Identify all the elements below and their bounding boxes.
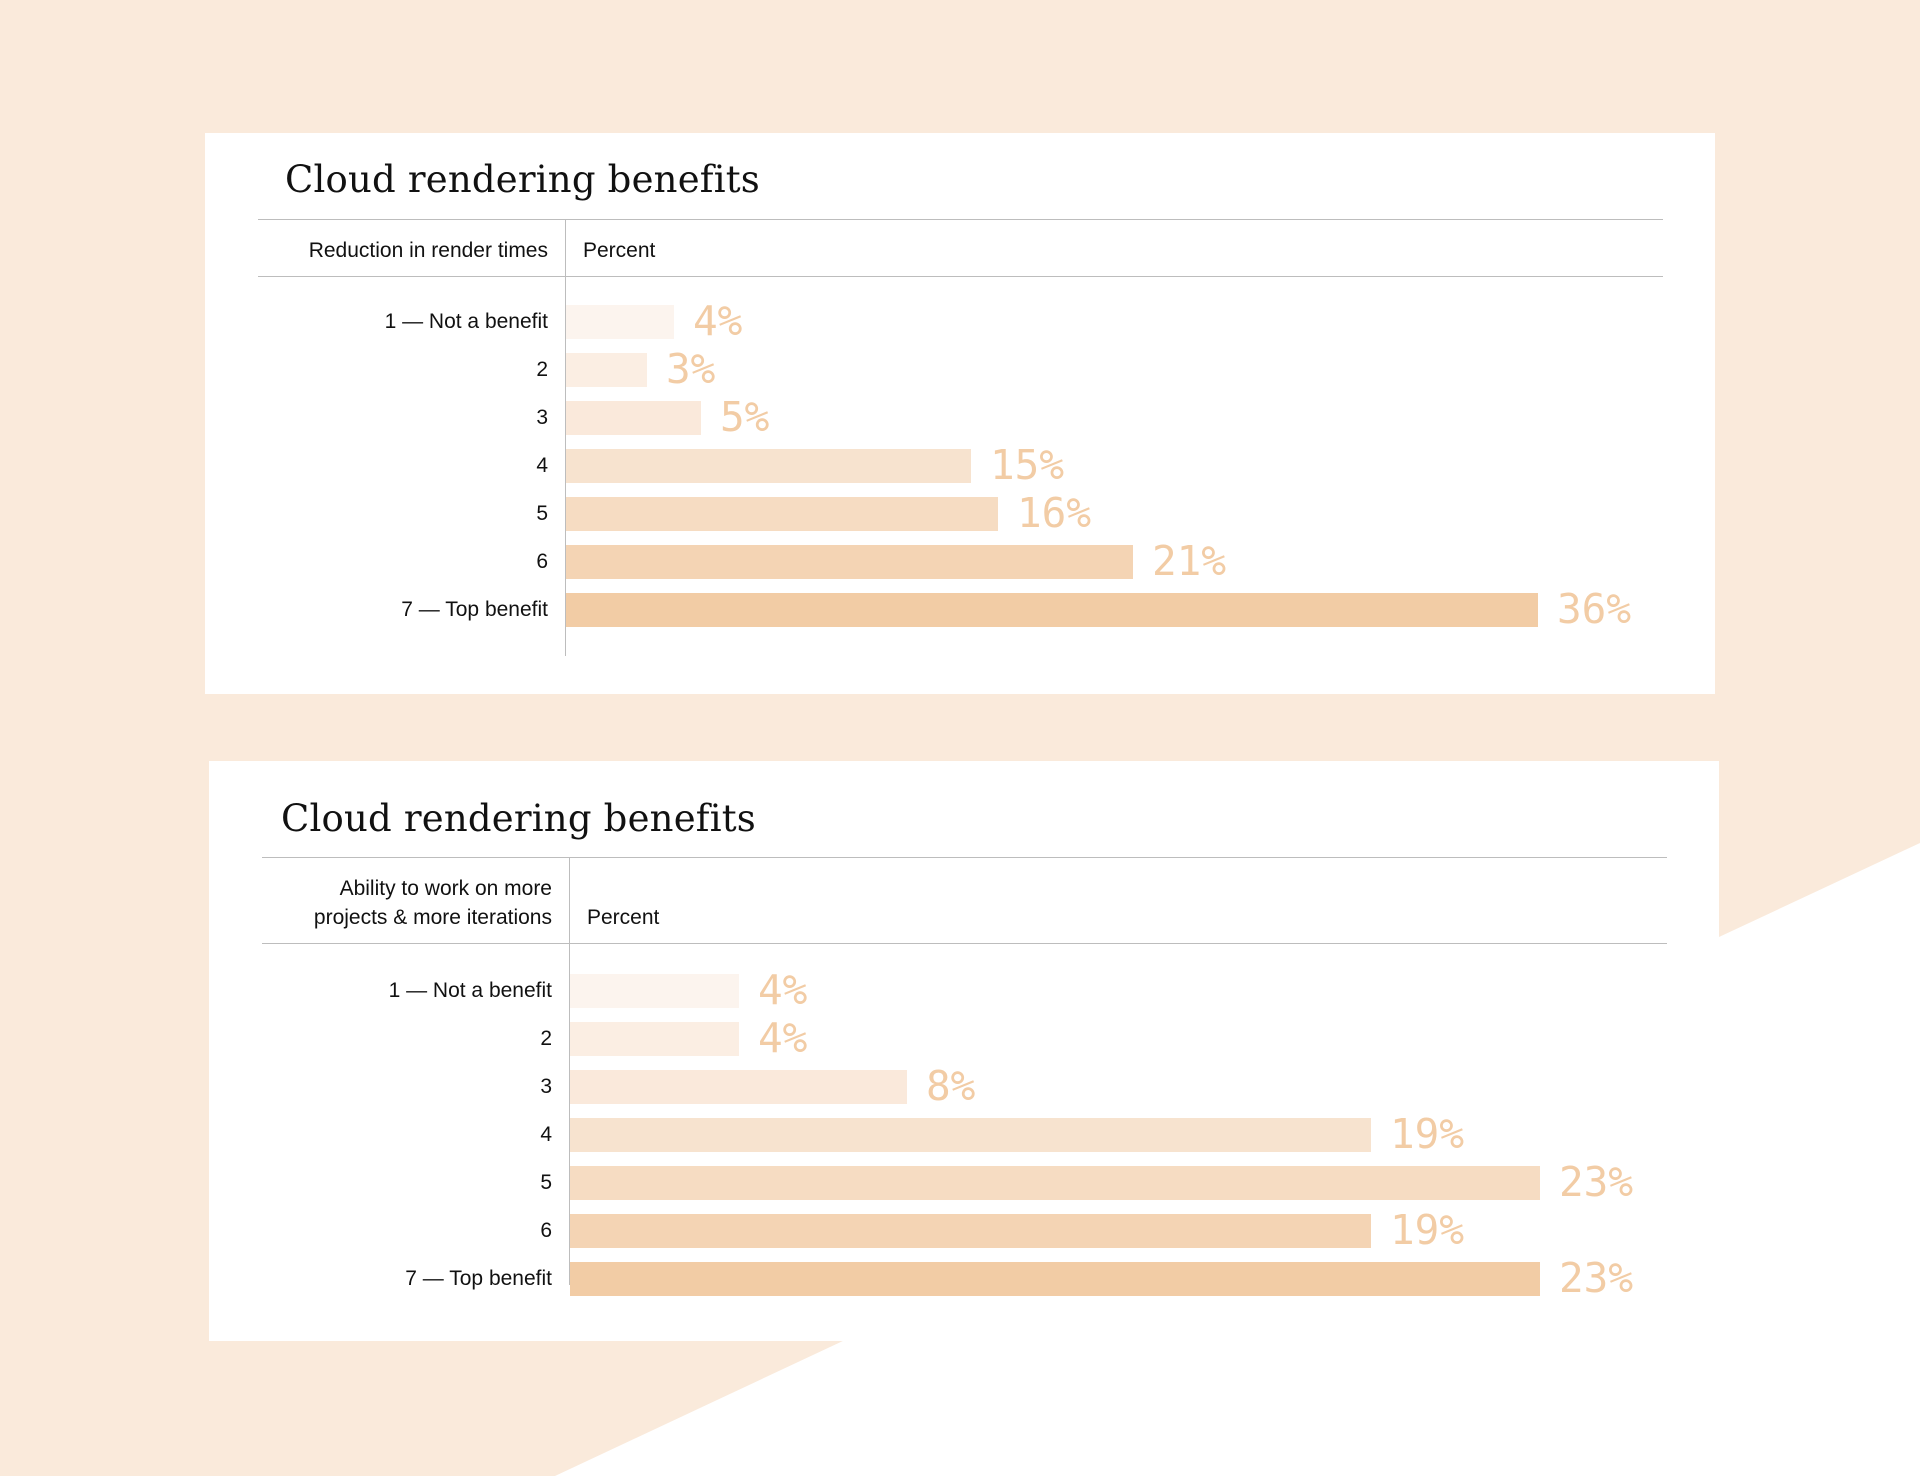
- value-label: 3%: [666, 345, 716, 393]
- value-label: 15%: [990, 441, 1065, 489]
- value-label: 19%: [1390, 1206, 1465, 1254]
- value-label: 4%: [758, 966, 808, 1014]
- chart-title: Cloud rendering benefits: [285, 158, 760, 201]
- chart-card-render-times: Cloud rendering benefits Reduction in re…: [205, 133, 1715, 694]
- category-label: 7 — Top benefit: [405, 1267, 552, 1290]
- bar: [570, 1070, 907, 1104]
- value-label: 8%: [926, 1062, 976, 1110]
- value-label: 4%: [758, 1014, 808, 1062]
- category-label: 1 — Not a benefit: [388, 979, 552, 1002]
- bar: [570, 974, 739, 1008]
- category-label: 6: [536, 550, 548, 573]
- bar: [570, 1166, 1540, 1200]
- bar: [570, 1022, 739, 1056]
- bar: [570, 1262, 1540, 1296]
- header-divider: [262, 943, 1667, 944]
- category-label: 1 — Not a benefit: [384, 310, 548, 333]
- value-label: 19%: [1390, 1110, 1465, 1158]
- value-column-header: Percent: [583, 239, 656, 262]
- bar: [566, 449, 971, 483]
- category-label: 4: [540, 1123, 552, 1146]
- category-label: 4: [536, 454, 548, 477]
- bar: [566, 593, 1538, 627]
- bar: [566, 497, 998, 531]
- category-label: 3: [536, 406, 548, 429]
- category-label: 2: [536, 358, 548, 381]
- value-label: 16%: [1017, 489, 1092, 537]
- value-label: 4%: [693, 297, 743, 345]
- bar: [570, 1214, 1371, 1248]
- title-divider: [258, 219, 1663, 220]
- bar: [566, 545, 1133, 579]
- category-label: 2: [540, 1027, 552, 1050]
- bar: [566, 353, 647, 387]
- category-column-header: Reduction in render times: [308, 239, 548, 262]
- category-label: 5: [536, 502, 548, 525]
- category-label: 7 — Top benefit: [401, 598, 548, 621]
- category-label: 6: [540, 1219, 552, 1242]
- value-label: 36%: [1557, 585, 1632, 633]
- chart-title: Cloud rendering benefits: [281, 797, 756, 840]
- header-divider: [258, 276, 1663, 277]
- column-divider: [565, 219, 566, 656]
- value-column-header: Percent: [587, 906, 660, 929]
- category-label: 3: [540, 1075, 552, 1098]
- bar: [566, 305, 674, 339]
- bar: [566, 401, 701, 435]
- chart-card-more-projects: Cloud rendering benefits Ability to work…: [209, 761, 1719, 1341]
- category-column-header: Ability to work on more projects & more …: [313, 877, 552, 929]
- bar: [570, 1118, 1371, 1152]
- value-label: 23%: [1559, 1158, 1634, 1206]
- title-divider: [262, 857, 1667, 858]
- value-label: 21%: [1152, 537, 1227, 585]
- axis-line: [569, 943, 570, 1285]
- value-label: 5%: [720, 393, 770, 441]
- value-label: 23%: [1559, 1254, 1634, 1302]
- category-label: 5: [540, 1171, 552, 1194]
